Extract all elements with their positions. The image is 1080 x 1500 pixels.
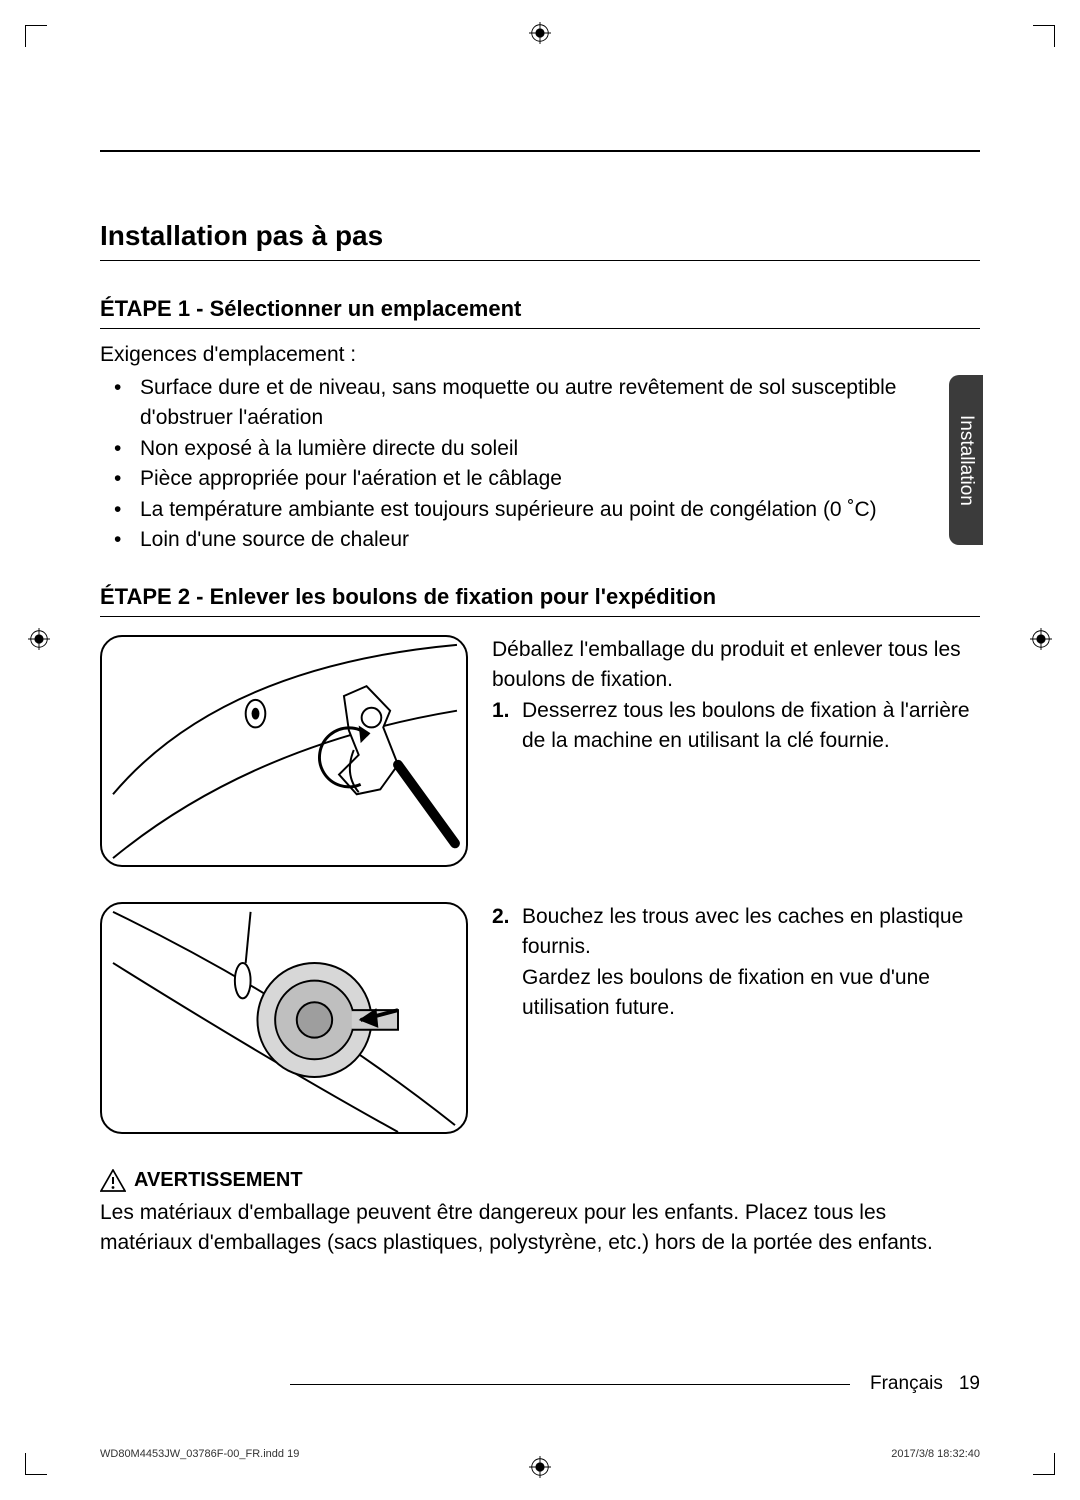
step1-list: Surface dure et de niveau, sans moquette… [100,373,980,556]
registration-mark-icon [1030,628,1052,650]
footer-language: Français [870,1373,943,1395]
list-extra: Gardez les boulons de fixation en vue d'… [522,966,930,1019]
crop-mark [1033,1453,1055,1475]
print-meta-right: 2017/3/8 18:32:40 [891,1448,980,1460]
warning-icon [100,1169,126,1192]
warning-label-text: AVERTISSEMENT [134,1169,303,1192]
registration-mark-icon [529,22,551,44]
top-rule [100,150,980,152]
list-text: Desserrez tous les boulons de fixation à… [522,699,970,752]
print-meta-left: WD80M4453JW_03786F-00_FR.indd 19 [100,1448,299,1460]
list-item: Loin d'une source de chaleur [100,525,980,555]
illustration-plug [100,902,468,1134]
registration-mark-icon [28,628,50,650]
list-item: Surface dure et de niveau, sans moquette… [100,373,980,434]
page-footer: Français 19 [100,1373,980,1395]
step1-intro: Exigences d'emplacement : [100,343,980,367]
list-number: 2. [492,902,510,932]
crop-mark [25,25,47,47]
step2-heading: ÉTAPE 2 - Enlever les boulons de fixatio… [100,584,980,617]
warning-block: AVERTISSEMENT Les matériaux d'emballage … [100,1169,980,1259]
list-text: Bouchez les trous avec les caches en pla… [522,905,963,958]
footer-page-number: 19 [959,1373,980,1395]
list-item: Pièce appropriée pour l'aération et le c… [100,464,980,494]
list-item: La température ambiante est toujours sup… [100,495,980,525]
warning-label: AVERTISSEMENT [100,1169,980,1192]
step1-heading: ÉTAPE 1 - Sélectionner un emplacement [100,296,980,329]
crop-mark [25,1453,47,1475]
list-item: 2. Bouchez les trous avec les caches en … [492,902,980,1024]
warning-text: Les matériaux d'emballage peuvent être d… [100,1198,980,1259]
step2-row-2: 2. Bouchez les trous avec les caches en … [100,902,980,1134]
list-item: Non exposé à la lumière directe du solei… [100,434,980,464]
footer-rule [290,1384,850,1385]
illustration-wrench [100,635,468,867]
step2-text-1: Déballez l'emballage du produit et enlev… [492,635,980,757]
page-content: Installation pas à pas ÉTAPE 1 - Sélecti… [100,150,980,1259]
section-title: Installation pas à pas [100,220,980,261]
list-number: 1. [492,696,510,726]
crop-mark [1033,25,1055,47]
step2-text-2: 2. Bouchez les trous avec les caches en … [492,902,980,1024]
registration-mark-icon [529,1456,551,1478]
list-item: 1. Desserrez tous les boulons de fixatio… [492,696,980,757]
step2-row-1: Déballez l'emballage du produit et enlev… [100,635,980,867]
step2-intro: Déballez l'emballage du produit et enlev… [492,635,980,696]
